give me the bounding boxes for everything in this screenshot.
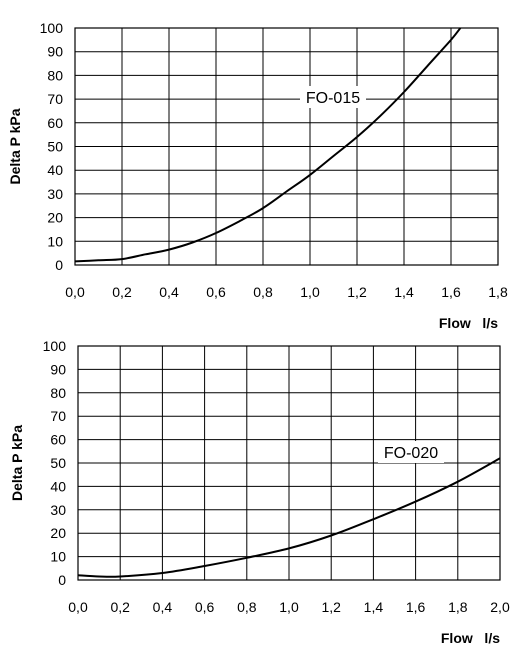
y-tick-label: 60 bbox=[50, 432, 66, 448]
y-tick-label: 10 bbox=[50, 549, 66, 565]
chart-fo-015: 0,0 0,2 0,4 0,6 0,8 1,0 1,2 1,4 1,6 1,8 0 10 20 30 40 5… bbox=[7, 20, 508, 331]
y-tick-label: 90 bbox=[50, 361, 66, 377]
x-tick-label: 1,2 bbox=[321, 599, 341, 615]
y-tick-label: 70 bbox=[47, 91, 63, 107]
x-tick-label: 1,0 bbox=[279, 599, 299, 615]
x-tick-label: 0,4 bbox=[159, 284, 179, 300]
y-tick-label: 80 bbox=[47, 67, 63, 83]
y-tick-label: 20 bbox=[47, 210, 63, 226]
x-tick-label: 0,4 bbox=[153, 599, 173, 615]
x-tick-label: 1,4 bbox=[394, 284, 414, 300]
y-axis-title: Delta P kPa bbox=[7, 108, 23, 184]
x-tick-label: 1,8 bbox=[488, 284, 508, 300]
y-tick-label: 100 bbox=[43, 338, 67, 354]
y-tick-label: 30 bbox=[47, 186, 63, 202]
x-tick-label: 0,8 bbox=[253, 284, 273, 300]
series-label: FO-015 bbox=[306, 90, 360, 107]
x-tick-label: 2,0 bbox=[490, 599, 510, 615]
x-tick-label: 0,2 bbox=[112, 284, 132, 300]
x-tick-label: 0,6 bbox=[195, 599, 215, 615]
x-axis-title: Flow l/s bbox=[439, 315, 498, 331]
y-tick-label: 40 bbox=[50, 478, 66, 494]
series-label-background bbox=[378, 441, 444, 463]
series-line-fo-015 bbox=[74, 27, 462, 263]
y-tick-label: 60 bbox=[47, 115, 63, 131]
y-tick-label: 0 bbox=[58, 572, 66, 588]
y-tick-label: 30 bbox=[50, 502, 66, 518]
y-tick-label: 70 bbox=[50, 408, 66, 424]
y-tick-label: 0 bbox=[55, 257, 63, 273]
y-tick-label: 50 bbox=[47, 139, 63, 155]
x-tick-label: 1,8 bbox=[448, 599, 468, 615]
x-tick-label: 0,0 bbox=[65, 284, 85, 300]
y-tick-label: 100 bbox=[40, 20, 64, 36]
plot-frame bbox=[74, 27, 499, 266]
x-tick-label: 0,2 bbox=[110, 599, 130, 615]
x-tick-label: 1,2 bbox=[347, 284, 367, 300]
x-tick-label: 1,6 bbox=[441, 284, 461, 300]
series-line-fo-020 bbox=[77, 457, 501, 578]
x-tick-label: 1,0 bbox=[300, 284, 320, 300]
y-tick-label: 80 bbox=[50, 385, 66, 401]
x-tick-label: 0,6 bbox=[206, 284, 226, 300]
series-label-background bbox=[300, 86, 366, 108]
series-label: FO-020 bbox=[384, 445, 438, 462]
y-tick-label: 20 bbox=[50, 525, 66, 541]
plot-frame bbox=[77, 345, 501, 581]
x-axis-title: Flow l/s bbox=[441, 630, 500, 646]
y-tick-label: 10 bbox=[47, 233, 63, 249]
x-tick-label: 0,0 bbox=[68, 599, 88, 615]
x-tick-label: 0,8 bbox=[237, 599, 257, 615]
chart-fo-020: 0,0 0,2 0,4 0,6 0,8 1,0 1,2 1,4 1,6 1,8 2,0 0 10 20 30… bbox=[9, 338, 510, 646]
y-tick-label: 90 bbox=[47, 44, 63, 60]
y-tick-label: 50 bbox=[50, 455, 66, 471]
y-axis-title: Delta P kPa bbox=[9, 425, 25, 501]
x-tick-label: 1,4 bbox=[364, 599, 384, 615]
y-tick-label: 40 bbox=[47, 162, 63, 178]
x-tick-label: 1,6 bbox=[406, 599, 426, 615]
